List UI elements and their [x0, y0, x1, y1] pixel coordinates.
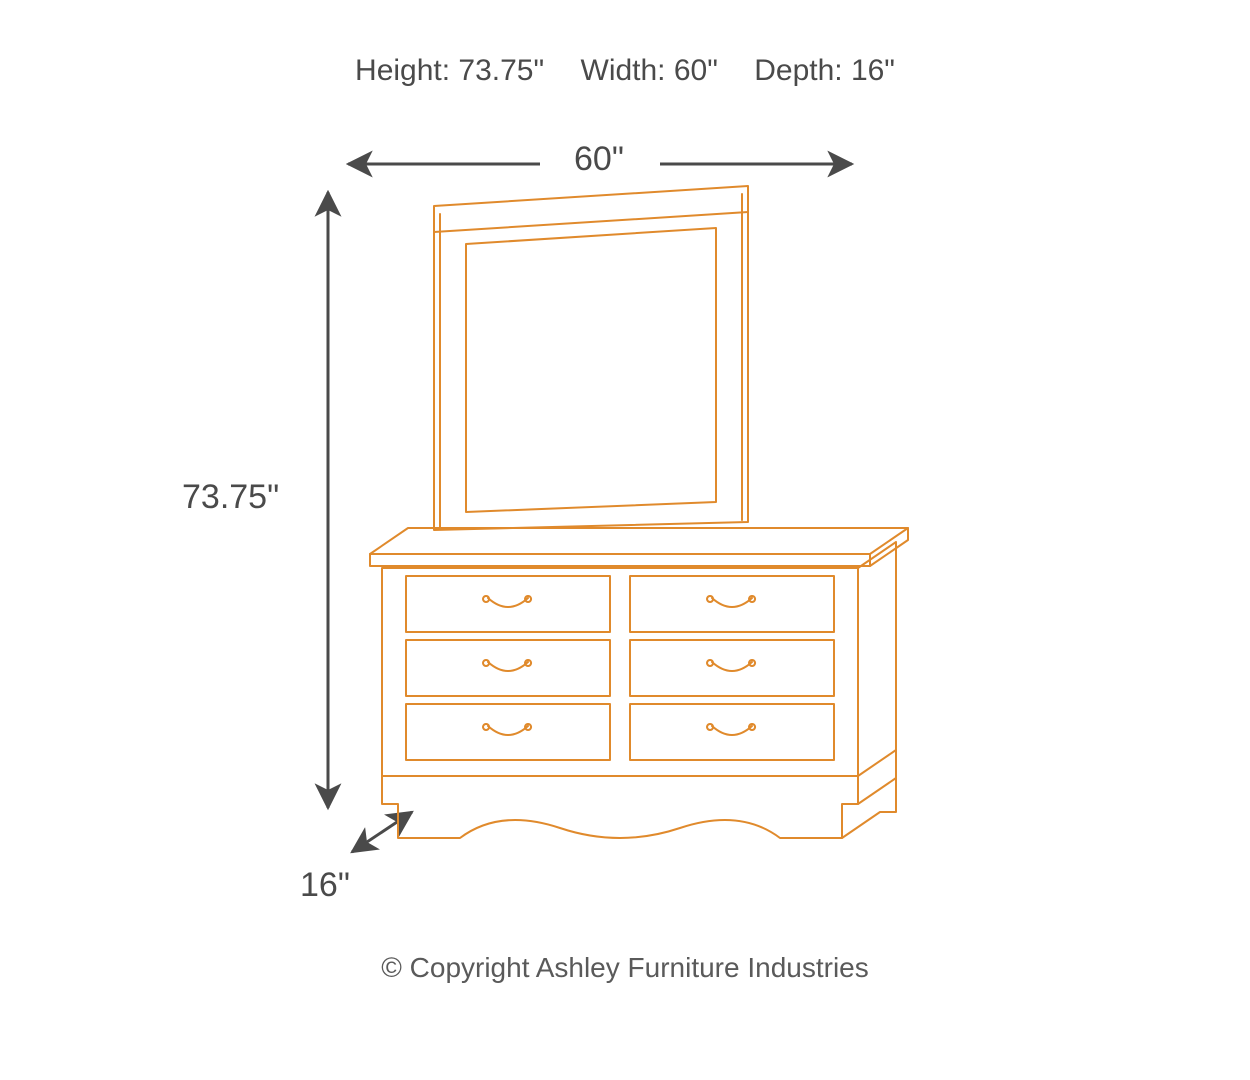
furniture-drawing	[370, 186, 908, 838]
base-skirt-side	[842, 750, 896, 838]
dresser-front	[382, 568, 858, 776]
base-skirt-front	[382, 776, 858, 838]
depth-dimension-label: 16"	[300, 866, 350, 905]
mirror-outer	[434, 186, 748, 530]
diagram-stage: Height: 73.75" Width: 60" Depth: 16"	[0, 0, 1250, 1080]
dresser-side	[858, 542, 896, 776]
drawer-handles	[483, 596, 755, 735]
width-dimension-label: 60"	[564, 140, 634, 179]
drawers	[406, 576, 834, 760]
copyright-text: © Copyright Ashley Furniture Industries	[0, 952, 1250, 984]
mirror-inner	[466, 228, 716, 512]
depth-arrow	[352, 812, 412, 852]
height-dimension-label: 73.75"	[182, 478, 279, 517]
dresser-top	[370, 528, 908, 554]
